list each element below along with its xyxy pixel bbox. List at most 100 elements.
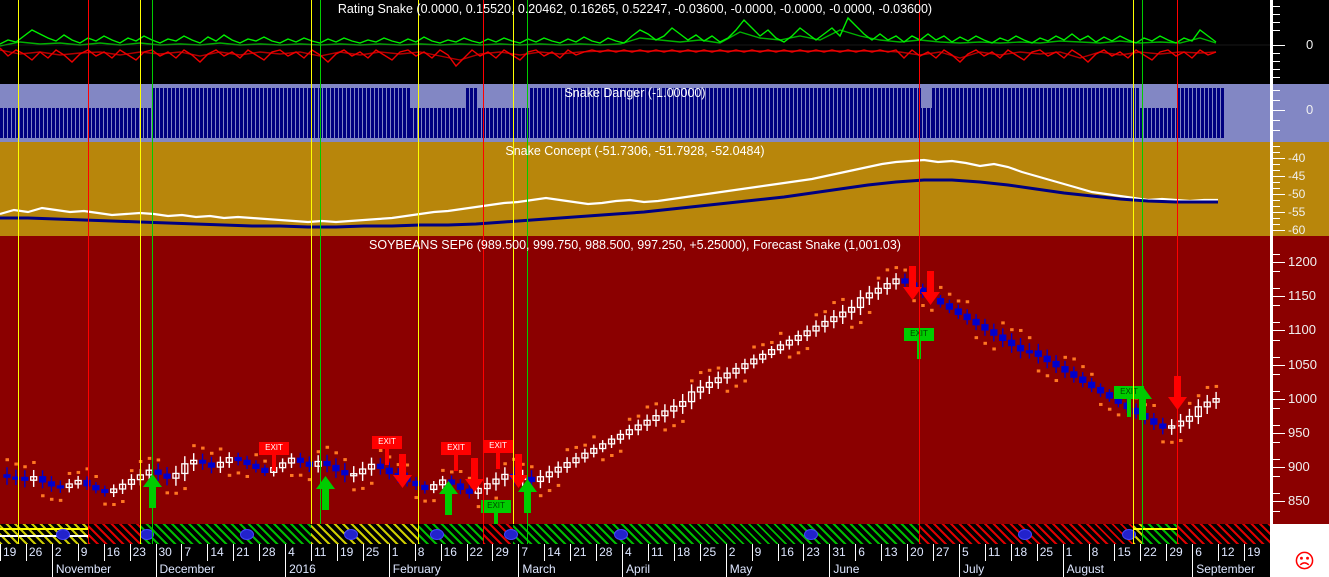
date-tick-label: 1: [388, 544, 415, 561]
axis-label-concept-3: -55: [1288, 205, 1306, 219]
candle-body: [1159, 423, 1167, 429]
vline-yellow: [311, 84, 312, 142]
vline-yellow: [513, 142, 514, 236]
danger-bar: [1032, 88, 1035, 138]
sar-dot: [85, 467, 90, 471]
danger-bar: [260, 88, 263, 138]
danger-bar: [738, 88, 741, 138]
danger-bar: [446, 108, 449, 138]
candle-body: [243, 459, 251, 466]
vline-red: [919, 236, 920, 524]
sar-dot: [289, 473, 294, 477]
candle-body: [607, 438, 616, 445]
sar-dot: [921, 303, 925, 307]
candle-body: [785, 339, 794, 346]
date-tick-label: 26: [25, 544, 52, 561]
exit-pole: [272, 455, 276, 471]
danger-bar: [822, 88, 825, 138]
candle-body: [1052, 360, 1060, 368]
danger-bar: [371, 88, 374, 138]
sar-dot: [1196, 394, 1201, 398]
sar-dot: [778, 331, 783, 335]
danger-bar: [514, 108, 517, 138]
danger-bar: [1197, 88, 1200, 138]
danger-bar: [1088, 88, 1091, 138]
danger-bar: [886, 88, 889, 138]
candle-body: [883, 283, 891, 290]
danger-bar: [694, 88, 697, 138]
candle-body: [101, 489, 109, 494]
vline-yellow: [513, 0, 514, 84]
danger-bar: [474, 88, 477, 138]
danger-bar: [311, 88, 314, 138]
danger-bar: [770, 88, 773, 138]
danger-bar: [387, 88, 390, 138]
candle-body: [847, 306, 856, 313]
exit-marker[interactable]: EXIT: [372, 436, 402, 465]
candle-body: [945, 303, 954, 310]
danger-bar: [315, 88, 318, 138]
danger-bar: [838, 88, 841, 138]
danger-bar: [618, 88, 621, 138]
vline-red: [1177, 0, 1178, 84]
danger-bar: [40, 108, 43, 138]
danger-bar: [458, 108, 461, 138]
date-tick-label: 25: [699, 544, 726, 561]
danger-bar: [534, 88, 537, 138]
danger-bar: [220, 88, 223, 138]
date-tick-label: 15: [1114, 544, 1140, 561]
danger-bar: [798, 88, 801, 138]
danger-bar: [854, 88, 857, 138]
vline-green: [320, 142, 321, 236]
exit-marker[interactable]: EXIT: [259, 442, 289, 471]
danger-bar: [0, 108, 3, 138]
danger-bar: [1152, 108, 1155, 138]
danger-bar: [902, 88, 905, 138]
trade-state-band[interactable]: [0, 524, 1270, 544]
danger-bar: [359, 88, 362, 138]
danger-bar: [124, 108, 127, 138]
sar-dot: [663, 428, 667, 432]
danger-bar: [630, 88, 633, 138]
candle-body: [118, 483, 127, 490]
candlestick-plot: [3, 266, 1220, 509]
danger-bar: [1104, 88, 1107, 138]
danger-bar: [1008, 88, 1011, 138]
danger-bar: [842, 88, 845, 138]
sar-dot: [867, 310, 872, 314]
exit-marker[interactable]: EXIT: [1114, 386, 1144, 417]
danger-bar: [894, 88, 897, 138]
danger-bar: [438, 108, 441, 138]
danger-bar: [399, 88, 402, 138]
danger-bar: [714, 88, 717, 138]
panel-snake-concept[interactable]: Snake Concept (-51.7306, -51.7928, -52.0…: [0, 142, 1270, 236]
panel-rating-snake[interactable]: Rating Snake (0.0000, 0.15520, 0.20462, …: [0, 0, 1270, 84]
axis-label-price-0: 1200: [1288, 254, 1317, 269]
trade-dot: [804, 529, 818, 540]
candle-body: [1203, 401, 1211, 408]
sar-dot: [396, 463, 401, 467]
exit-marker[interactable]: EXIT: [481, 500, 511, 524]
candle-body: [590, 447, 598, 454]
danger-bar: [395, 88, 398, 138]
date-tick-label: 19: [0, 544, 26, 561]
sar-dot: [263, 459, 267, 463]
panel-snake-danger[interactable]: Snake Danger (-1.00000): [0, 84, 1270, 142]
sar-dot: [965, 300, 970, 304]
vline-green: [527, 0, 528, 84]
sar-dot: [32, 460, 36, 464]
danger-bar: [874, 88, 877, 138]
sad-face-icon[interactable]: [1295, 551, 1314, 570]
danger-bar: [216, 88, 219, 138]
panel-price-soybeans[interactable]: SOYBEANS SEP6 (989.500, 999.750, 988.500…: [0, 236, 1270, 524]
sar-dot: [58, 498, 63, 502]
exit-marker[interactable]: EXIT: [441, 442, 471, 471]
vline-yellow: [418, 142, 419, 236]
date-axis[interactable]: 19 26 2 9 16 23 30 7 14 21 28 4 11 19 25 1 8 16 22 29 7 14 21 2…: [0, 544, 1270, 577]
vline-yellow: [418, 0, 419, 84]
danger-bar: [666, 88, 669, 138]
exit-marker[interactable]: EXIT: [483, 440, 513, 469]
sar-dot: [610, 454, 614, 458]
candle-body: [47, 481, 56, 487]
sar-dot: [307, 478, 312, 482]
